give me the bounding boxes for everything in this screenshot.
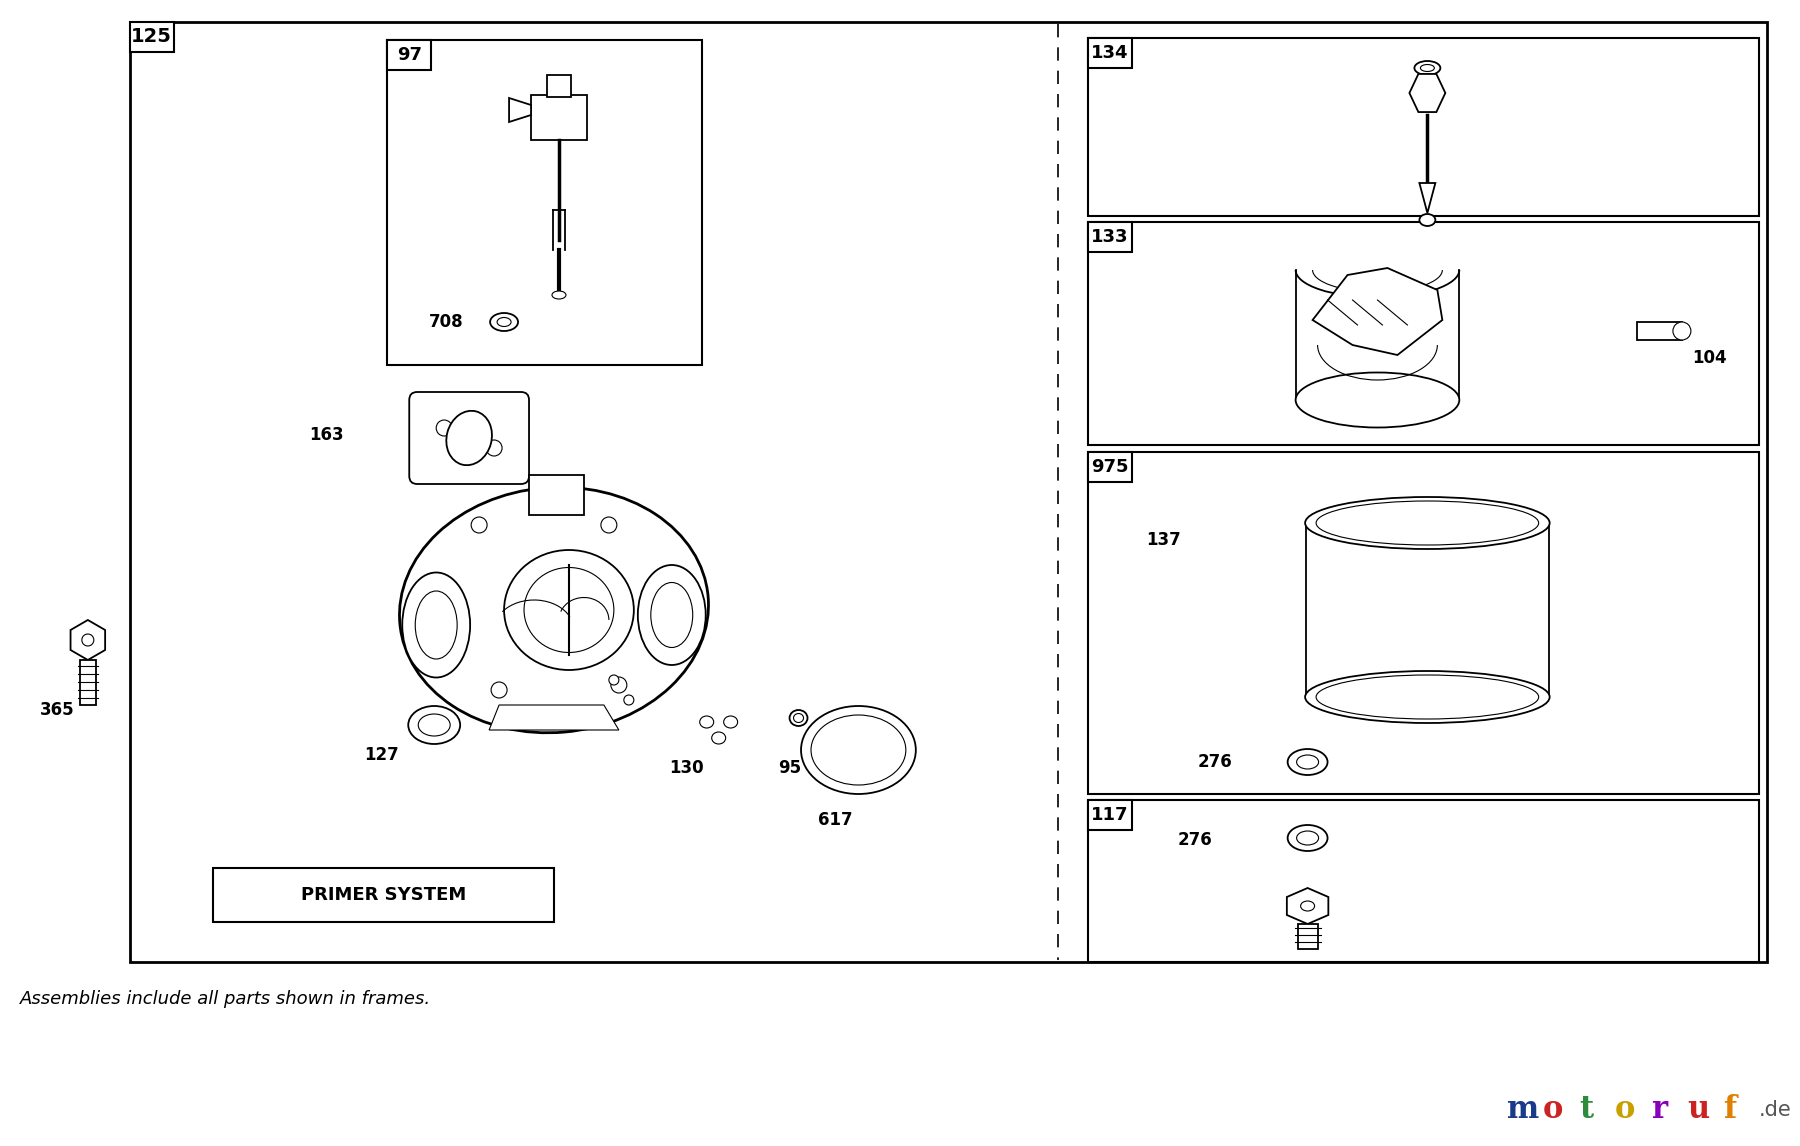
Bar [387,40,432,70]
Ellipse shape [1316,675,1539,719]
Ellipse shape [1287,825,1328,851]
Ellipse shape [436,419,452,435]
Bar [130,22,1768,961]
Ellipse shape [472,517,488,533]
Bar [531,95,587,140]
Text: u: u [1687,1094,1708,1125]
Bar [1087,222,1132,252]
Bar [212,868,554,923]
Text: 134: 134 [1091,44,1129,62]
Ellipse shape [1316,501,1539,545]
Bar [1087,38,1132,68]
Text: Assemblies include all parts shown in frames.: Assemblies include all parts shown in fr… [20,990,430,1008]
Text: 365: 365 [40,701,74,719]
Ellipse shape [801,706,916,794]
Ellipse shape [416,591,457,659]
Text: 276: 276 [1197,753,1233,771]
Bar [547,74,571,97]
Ellipse shape [711,732,725,744]
Ellipse shape [486,440,502,456]
Ellipse shape [504,550,634,670]
Ellipse shape [652,582,693,647]
Ellipse shape [1420,64,1435,71]
Text: 97: 97 [396,46,421,64]
Ellipse shape [1296,831,1319,845]
Bar [130,22,173,52]
Ellipse shape [553,291,565,299]
Text: 127: 127 [364,746,400,764]
Ellipse shape [1287,749,1328,775]
Bar [1087,452,1132,482]
FancyBboxPatch shape [409,392,529,484]
Ellipse shape [1420,214,1435,226]
Text: o: o [1615,1094,1636,1125]
Ellipse shape [1296,755,1319,769]
Ellipse shape [524,567,614,652]
Ellipse shape [794,714,803,722]
Ellipse shape [491,682,508,698]
Bar [529,474,583,515]
Text: 125: 125 [131,28,173,47]
Text: 95: 95 [779,759,801,777]
Ellipse shape [608,675,619,685]
Ellipse shape [490,313,518,331]
Text: 708: 708 [428,313,464,331]
Text: 130: 130 [670,759,704,777]
Ellipse shape [610,677,626,693]
Ellipse shape [812,715,905,785]
Bar [1087,222,1759,445]
Ellipse shape [401,573,470,677]
Text: 104: 104 [1692,350,1726,367]
Text: m: m [1507,1094,1539,1125]
Polygon shape [1409,74,1445,112]
Ellipse shape [790,711,808,727]
Text: t: t [1579,1094,1593,1125]
Text: r: r [1651,1094,1667,1125]
Ellipse shape [601,517,617,533]
Polygon shape [509,99,531,121]
Text: 975: 975 [1091,458,1129,476]
Polygon shape [1287,888,1328,924]
Text: PRIMER SYSTEM: PRIMER SYSTEM [301,886,466,904]
Text: 276: 276 [1177,831,1213,849]
Text: 137: 137 [1147,531,1181,549]
Ellipse shape [1305,497,1550,549]
Ellipse shape [724,716,738,728]
Polygon shape [1636,322,1681,340]
Ellipse shape [446,410,491,465]
Ellipse shape [418,714,450,736]
Ellipse shape [497,317,511,327]
Text: 117: 117 [1091,806,1129,824]
Text: .de: .de [1759,1100,1791,1120]
Bar [1087,38,1759,215]
Text: o: o [1543,1094,1564,1125]
Text: 617: 617 [819,811,853,829]
Ellipse shape [409,706,461,744]
Bar [1298,924,1318,949]
Ellipse shape [625,694,634,705]
Text: 163: 163 [310,426,344,444]
Polygon shape [70,620,104,660]
Ellipse shape [1301,901,1314,911]
Ellipse shape [1296,372,1460,427]
Polygon shape [1420,183,1435,213]
Bar [79,660,95,705]
Ellipse shape [400,487,709,732]
Ellipse shape [700,716,713,728]
Ellipse shape [637,565,706,665]
Text: 133: 133 [1091,228,1129,246]
Text: f: f [1723,1094,1735,1125]
Polygon shape [1312,268,1442,355]
Bar [1087,800,1759,961]
Ellipse shape [81,634,94,646]
Polygon shape [490,705,619,730]
Bar [1087,452,1759,794]
Bar [387,40,702,364]
Ellipse shape [1415,61,1440,74]
Bar [1087,800,1132,830]
Ellipse shape [1305,672,1550,723]
Ellipse shape [1672,322,1690,340]
